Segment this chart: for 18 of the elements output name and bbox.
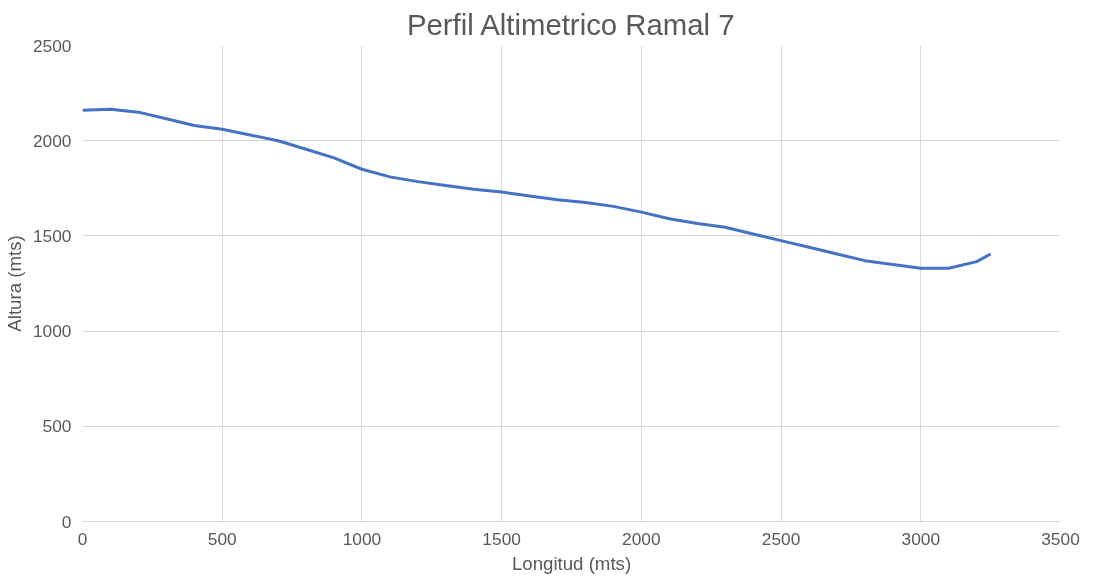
x-tick-label: 2000 (622, 528, 661, 549)
y-tick-label: 0 (61, 511, 72, 532)
y-tick-label: 1000 (32, 321, 72, 342)
x-tick-label: 0 (77, 528, 88, 549)
y-tick-label: 1500 (32, 225, 72, 246)
line-series (82, 107, 993, 270)
y-axis-title: Altura (mts) (3, 235, 25, 332)
x-tick-label: 3000 (901, 528, 941, 549)
y-tick-label: 2500 (32, 35, 72, 56)
y-tick-label: 2000 (32, 130, 72, 151)
x-axis-title: Longitud (mts) (511, 552, 632, 574)
y-tick-label: 500 (42, 416, 72, 437)
x-tick-label: 500 (207, 528, 237, 549)
x-tick-label: 2500 (761, 528, 801, 549)
x-tick-label: 1000 (342, 528, 382, 549)
x-tick-label: 1500 (482, 528, 521, 549)
chart-title: Perfil Altimetrico Ramal 7 (406, 7, 735, 41)
x-tick-label: 3500 (1041, 528, 1080, 549)
